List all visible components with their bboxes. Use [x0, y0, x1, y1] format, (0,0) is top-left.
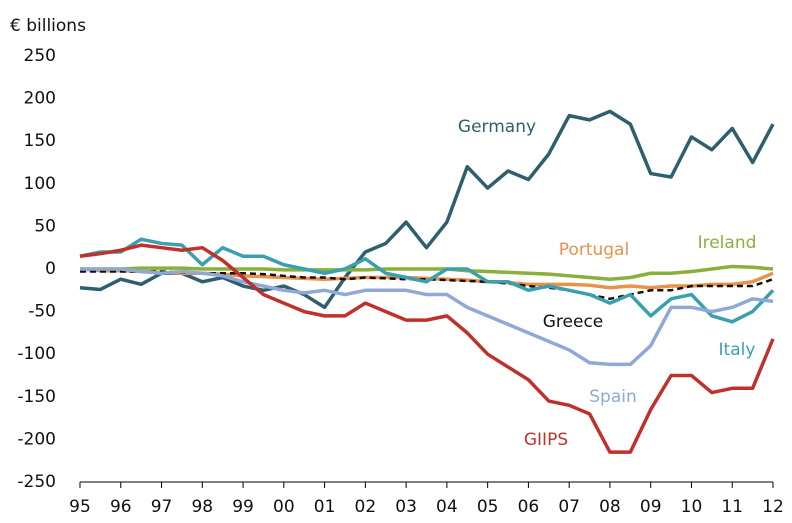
x-tick-label: 08 [599, 497, 621, 517]
x-tick-label: 95 [69, 497, 91, 517]
series-label: GIIPS [524, 430, 568, 450]
y-tick-label: 150 [24, 131, 56, 151]
y-tick-label: -250 [17, 472, 56, 492]
series-label: Germany [458, 117, 536, 137]
series-label: Italy [719, 340, 756, 360]
y-tick-label: -50 [28, 302, 56, 322]
y-tick-label: 200 [24, 89, 56, 109]
x-tick-label: 06 [518, 497, 540, 517]
x-tick-label: 05 [477, 497, 499, 517]
x-tick-label: 10 [681, 497, 703, 517]
series-line [79, 237, 775, 324]
y-tick-label: 50 [34, 216, 56, 236]
x-tick-label: 12 [762, 497, 784, 517]
x-tick-label: 99 [232, 497, 254, 517]
series-line [79, 109, 775, 310]
series-label: Portugal [559, 240, 629, 260]
x-tick-label: 04 [436, 497, 458, 517]
x-tick-label: 96 [110, 497, 132, 517]
series-label: Ireland [698, 233, 757, 253]
series-line [80, 264, 774, 281]
x-tick-label: 07 [558, 497, 580, 517]
y-tick-label: -200 [17, 429, 56, 449]
series-line [79, 243, 775, 454]
series-label: Spain [589, 387, 637, 407]
y-tick-label: -150 [17, 387, 56, 407]
x-tick-label: 01 [314, 497, 336, 517]
x-tick-label: 02 [355, 497, 377, 517]
x-tick-label: 03 [395, 497, 417, 517]
y-tick-label: -100 [17, 344, 56, 364]
x-tick-label: 00 [273, 497, 295, 517]
y-tick-label: 100 [24, 174, 56, 194]
x-tick-label: 11 [721, 497, 743, 517]
y-axis-label: € billions [10, 16, 86, 36]
x-tick-label: 09 [640, 497, 662, 517]
y-tick-label: 0 [45, 259, 56, 279]
x-tick-label: 98 [191, 497, 213, 517]
y-tick-label: 250 [24, 46, 56, 66]
series-line [80, 267, 774, 367]
series-label: Greece [543, 312, 604, 332]
x-tick-label: 97 [151, 497, 173, 517]
